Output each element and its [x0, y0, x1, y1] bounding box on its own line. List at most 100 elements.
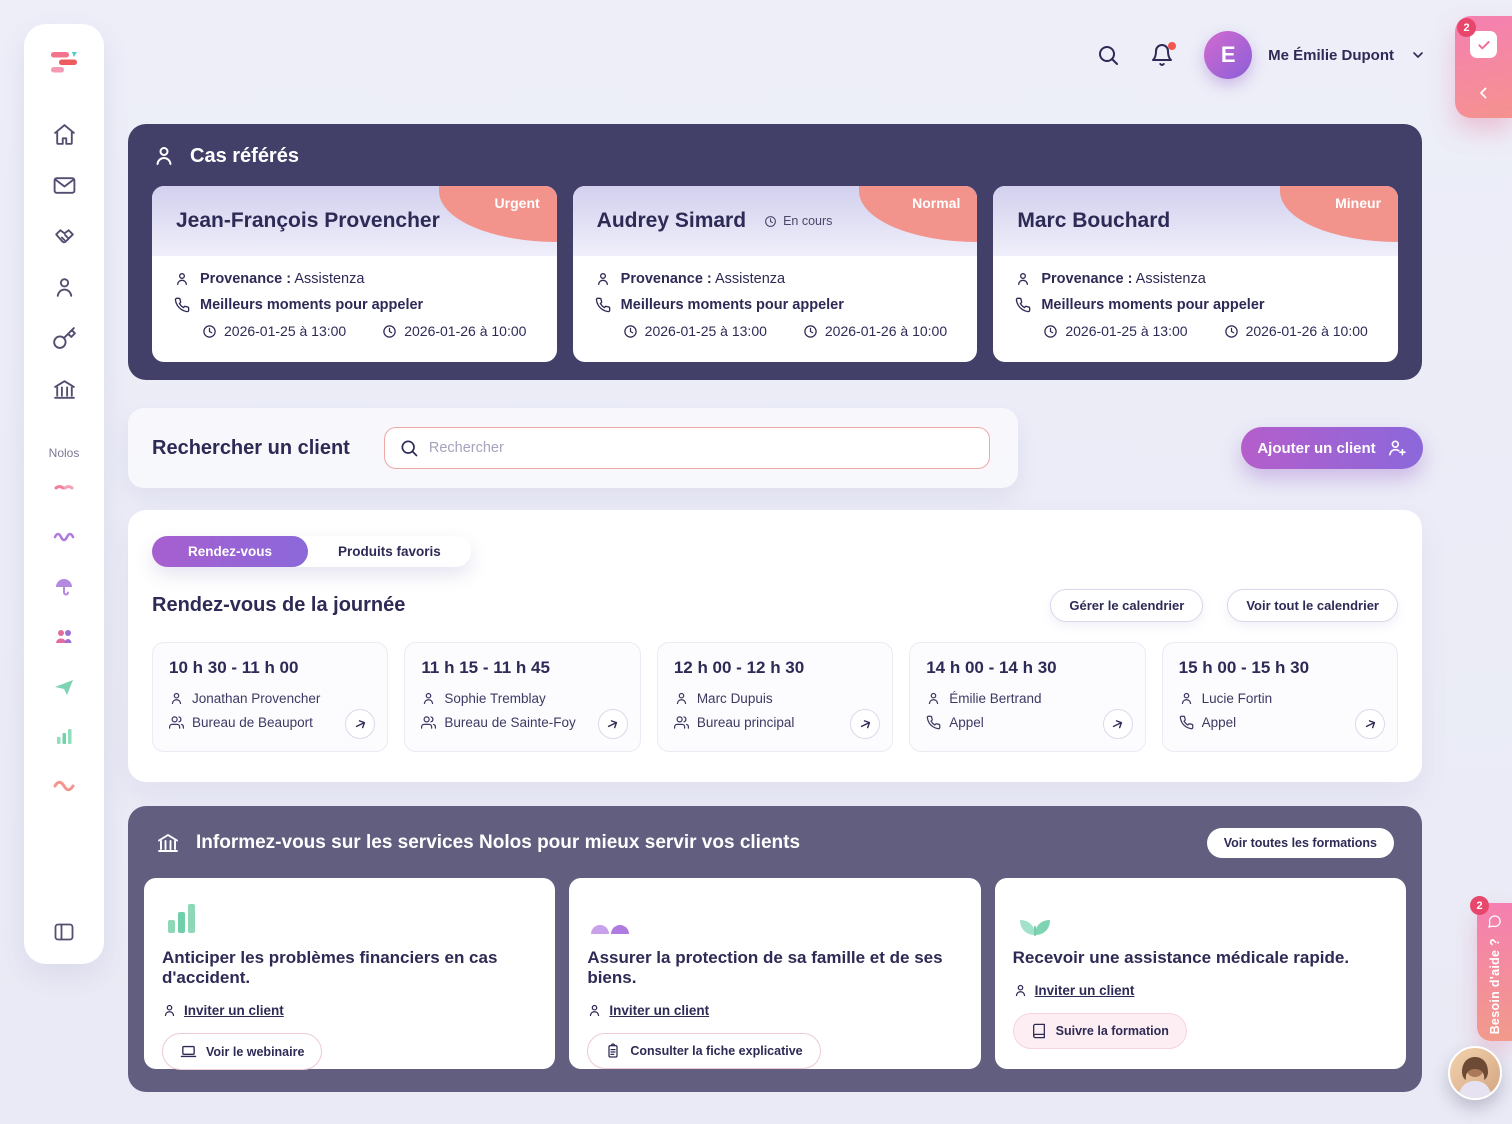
open-appointment-button[interactable] [345, 709, 376, 739]
clock-icon [803, 324, 818, 339]
invite-client-link[interactable]: Inviter un client [1013, 983, 1134, 998]
client-search-section: Rechercher un client [128, 408, 1018, 488]
user-menu[interactable]: E Me Émilie Dupont [1204, 31, 1426, 79]
tab-rendez-vous[interactable]: Rendez-vous [152, 536, 309, 567]
handshake-icon[interactable] [52, 224, 77, 249]
person-icon [1013, 983, 1028, 998]
tasks-check-icon[interactable] [1470, 31, 1497, 58]
trainings-panel: Informez-vous sur les services Nolos pou… [128, 806, 1422, 1092]
client-search-box[interactable] [383, 427, 990, 469]
phone-icon [1179, 715, 1194, 730]
tasks-badge: 2 [1457, 18, 1476, 37]
appointment-location: Bureau principal [696, 715, 795, 730]
clock-icon [1224, 324, 1239, 339]
people-icon [673, 715, 689, 730]
referred-cases-panel: Cas référés Jean-François Provencher Urg… [128, 124, 1422, 380]
search-icon[interactable] [1096, 43, 1120, 67]
view-fact-sheet-button[interactable]: Consulter la fiche explicative [587, 1033, 821, 1069]
follow-training-button[interactable]: Suivre la formation [1012, 1013, 1187, 1049]
person-icon [421, 691, 436, 706]
appointment-person: Lucie Fortin [1201, 691, 1273, 706]
case-status: En cours [764, 214, 832, 228]
pink-arcs-icon[interactable] [52, 474, 76, 498]
case-name: Audrey Simard [596, 209, 747, 232]
appointment-time: 11 h 15 - 11 h 45 [421, 658, 550, 677]
bar-chart-icon[interactable] [52, 724, 76, 748]
appointment-time: 12 h 00 - 12 h 30 [673, 658, 805, 677]
person-icon [152, 144, 176, 168]
clock-icon [623, 324, 638, 339]
chevron-left-icon[interactable] [1475, 84, 1493, 102]
person-icon [1179, 691, 1194, 706]
search-icon [399, 438, 419, 458]
bar-chart-icon [162, 898, 202, 938]
client-search-input[interactable] [428, 440, 975, 456]
training-description: Recevoir une assistance médicale rapide. [1012, 948, 1350, 967]
add-client-button[interactable]: Ajouter un client [1241, 427, 1423, 469]
avatar: E [1204, 31, 1253, 79]
mail-icon[interactable] [52, 173, 77, 198]
appointment-card: 12 h 00 - 12 h 30 Marc Dupuis Bureau pri… [656, 642, 894, 752]
appointments-title: Rendez-vous de la journée [152, 594, 406, 616]
open-appointment-button[interactable] [1355, 709, 1386, 739]
collapse-sidebar-icon[interactable] [52, 920, 76, 944]
key-icon[interactable] [52, 326, 77, 351]
case-name: Marc Bouchard [1017, 209, 1171, 232]
training-card: Assurer la protection de sa famille et d… [569, 878, 981, 1069]
appointment-card: 11 h 15 - 11 h 45 Sophie Tremblay Bureau… [404, 642, 641, 752]
view-all-trainings-button[interactable]: Voir toutes les formations [1206, 828, 1394, 858]
people-group-icon[interactable] [52, 624, 76, 648]
tab-produits-favoris[interactable]: Produits favoris [338, 544, 441, 559]
clock-icon [764, 215, 777, 228]
case-card[interactable]: Marc Bouchard Mineur Provenance : Assist… [993, 186, 1399, 362]
case-card[interactable]: Audrey Simard En cours Normal Provenance… [572, 186, 978, 362]
client-icon[interactable] [52, 275, 77, 300]
paper-plane-icon[interactable] [52, 674, 76, 698]
case-name: Jean-François Provencher [176, 209, 440, 232]
home-icon[interactable] [52, 122, 77, 147]
phone-icon [926, 715, 941, 730]
invite-client-link[interactable]: Inviter un client [162, 1003, 284, 1018]
invite-client-link[interactable]: Inviter un client [587, 1003, 709, 1018]
nolos-logo[interactable] [48, 46, 80, 78]
user-name: Me Émilie Dupont [1268, 46, 1394, 64]
purple-wave-icon[interactable] [52, 524, 76, 548]
help-agent-avatar[interactable] [1448, 1046, 1502, 1100]
people-icon [421, 715, 437, 730]
appointment-location: Bureau de Sainte-Foy [444, 715, 576, 730]
topbar: E Me Émilie Dupont [1096, 31, 1426, 79]
manage-calendar-button[interactable]: Gérer le calendrier [1050, 589, 1204, 622]
bank-icon[interactable] [52, 377, 77, 402]
open-appointment-button[interactable] [597, 709, 628, 739]
help-widget[interactable]: 2 Besoin d'aide ? [1470, 896, 1512, 1041]
help-badge: 2 [1470, 896, 1489, 915]
chat-bubble-icon [1487, 914, 1502, 929]
sidebar-brand-label: Nolos [48, 446, 80, 460]
priority-badge: Urgent [438, 186, 557, 242]
person-icon [674, 691, 689, 706]
clock-icon [382, 324, 397, 339]
appointment-person: Émilie Bertrand [949, 691, 1042, 706]
training-card: Recevoir une assistance médicale rapide.… [994, 878, 1406, 1069]
pink-wave-icon[interactable] [52, 774, 76, 798]
sprout-icon [1013, 908, 1057, 938]
appointment-time: 15 h 00 - 15 h 30 [1178, 658, 1310, 677]
open-appointment-button[interactable] [1102, 709, 1133, 739]
case-card[interactable]: Jean-François Provencher Urgent Provenan… [152, 186, 557, 362]
tasks-widget[interactable]: 2 [1455, 16, 1512, 118]
clipboard-icon [605, 1043, 621, 1059]
phone-icon [174, 297, 190, 313]
bell-icon[interactable] [1150, 42, 1177, 67]
appointment-card: 14 h 00 - 14 h 30 Émilie Bertrand Appel [909, 642, 1146, 752]
appointment-card: 15 h 00 - 15 h 30 Lucie Fortin Appel [1161, 642, 1399, 752]
appointment-time: 14 h 00 - 14 h 30 [926, 658, 1057, 677]
training-description: Anticiper les problèmes financiers en ca… [162, 948, 498, 987]
umbrella-icon[interactable] [52, 574, 76, 598]
person-icon [1015, 271, 1031, 287]
open-appointment-button[interactable] [850, 709, 881, 739]
appointment-time: 10 h 30 - 11 h 00 [169, 658, 299, 677]
view-webinar-button[interactable]: Voir le webinaire [162, 1033, 323, 1070]
person-icon [174, 271, 190, 287]
sidebar-products [52, 474, 76, 798]
view-calendar-button[interactable]: Voir tout le calendrier [1227, 589, 1398, 622]
